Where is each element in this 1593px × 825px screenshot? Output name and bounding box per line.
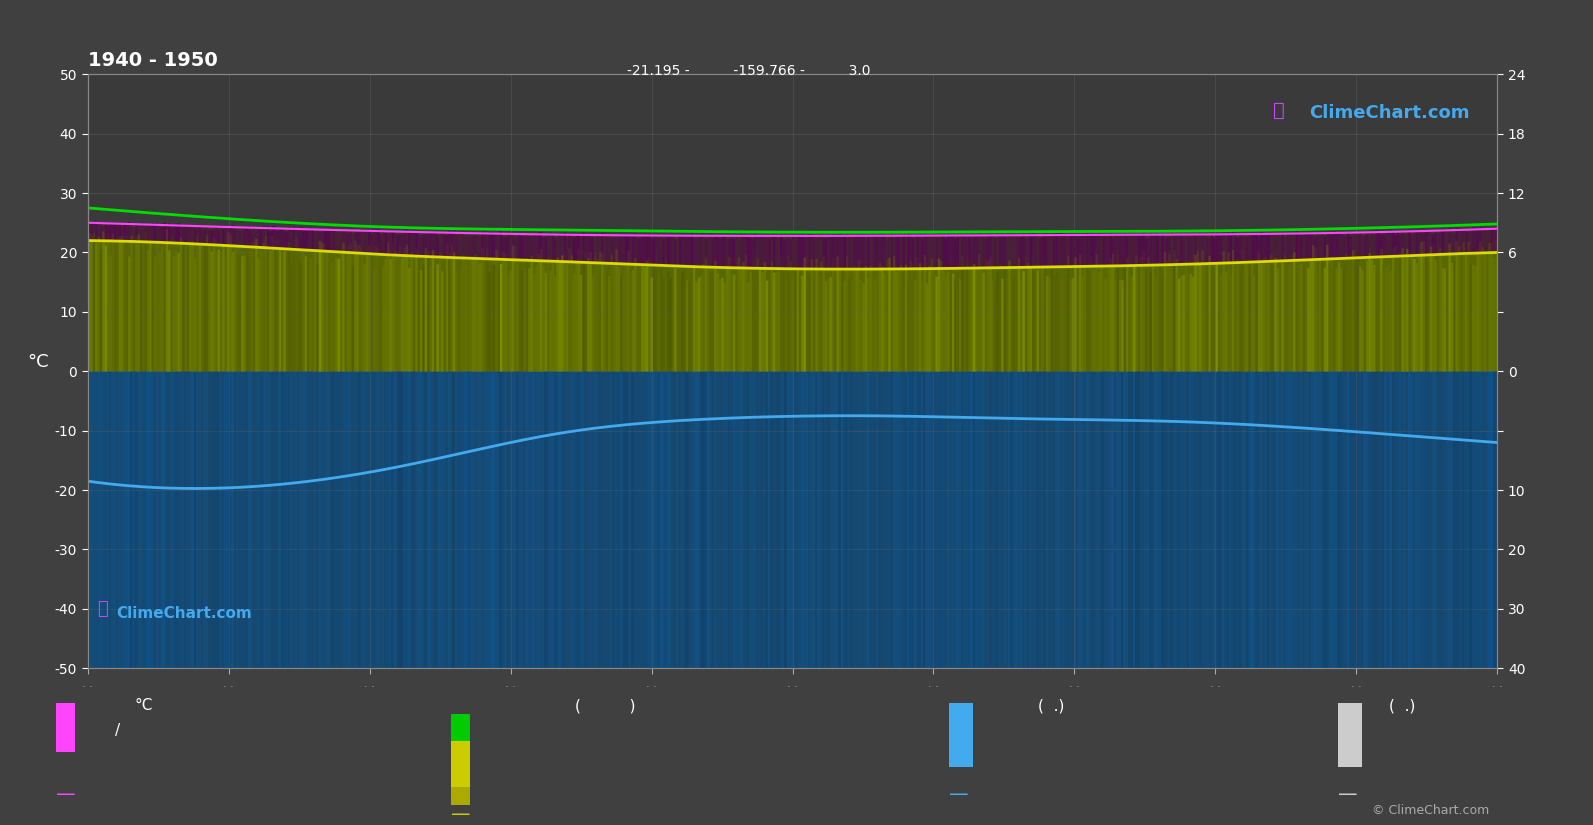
Text: (  .): ( .) — [1039, 699, 1064, 714]
Text: (          ): ( ) — [575, 699, 636, 714]
Text: ClimeChart.com: ClimeChart.com — [116, 606, 252, 620]
Bar — [451, 714, 470, 741]
Text: (  .): ( .) — [1389, 699, 1415, 714]
Text: ClimeChart.com: ClimeChart.com — [1309, 104, 1469, 122]
Bar — [451, 741, 470, 787]
Bar — [451, 787, 470, 805]
Text: 1940 - 1950: 1940 - 1950 — [88, 51, 217, 70]
Text: 🌐: 🌐 — [1273, 101, 1286, 120]
Text: -21.195 -          -159.766 -          3.0: -21.195 - -159.766 - 3.0 — [628, 64, 870, 78]
Text: —: — — [949, 785, 969, 804]
Text: —: — — [451, 805, 470, 824]
Bar — [56, 703, 75, 752]
Bar — [1338, 703, 1362, 767]
Text: —: — — [56, 785, 75, 804]
Text: 🌐: 🌐 — [97, 600, 108, 618]
Text: /: / — [115, 723, 119, 738]
Text: © ClimeChart.com: © ClimeChart.com — [1372, 804, 1489, 817]
Bar — [949, 703, 973, 767]
Text: °C: °C — [134, 699, 153, 714]
Text: —: — — [1338, 785, 1357, 804]
Y-axis label: °C: °C — [27, 353, 49, 371]
